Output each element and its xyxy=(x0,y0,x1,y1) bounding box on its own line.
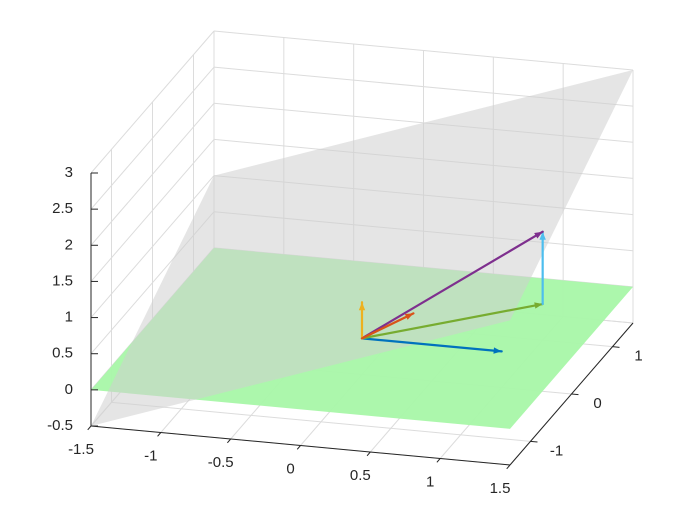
y-tick-label: 0 xyxy=(593,395,601,412)
y-tick-label: -1 xyxy=(550,442,563,459)
x-tick xyxy=(296,445,301,450)
vector-2 xyxy=(360,302,544,340)
x-tick-label: 1 xyxy=(426,473,434,490)
plane-2 xyxy=(91,70,633,426)
vector-1 xyxy=(360,337,503,353)
z-tick-label: 2.5 xyxy=(52,200,73,217)
y-tick xyxy=(571,393,579,396)
x-tick xyxy=(506,464,511,470)
x-tick xyxy=(436,458,441,463)
x-tick-label: 1.5 xyxy=(490,480,511,497)
grid-line xyxy=(90,102,215,246)
vector-4 xyxy=(360,230,544,340)
vectors xyxy=(358,230,546,354)
grid-line xyxy=(111,401,531,442)
x-tick xyxy=(366,451,371,457)
vector-5-arrowhead xyxy=(358,302,366,311)
axes xyxy=(87,172,634,470)
x-tick-label: 0.5 xyxy=(350,467,371,484)
tick-labels: -1.5 -1 -0.5 0 0.5 1 1.5 -1 0 1 -0.5 0 0.5 1 1.5 2 2.5 3 xyxy=(47,164,643,497)
z-tick-label: 0 xyxy=(65,381,73,398)
grid-line xyxy=(90,30,215,174)
vector-4-arrowhead xyxy=(534,231,543,239)
vector-6-arrowhead xyxy=(404,313,414,320)
x-tick xyxy=(227,438,232,444)
y-tick xyxy=(612,346,620,348)
x-tick-label: -1 xyxy=(144,447,157,464)
y-tick xyxy=(530,440,538,443)
planes xyxy=(91,70,633,429)
x-tick-label: -1.5 xyxy=(68,441,94,458)
grid-line xyxy=(213,30,634,71)
x-tick xyxy=(87,425,92,431)
x-tick-label: -0.5 xyxy=(208,454,234,471)
x-tick-label: 0 xyxy=(286,460,294,477)
y-tick-label: 1 xyxy=(634,348,642,365)
grid-line xyxy=(90,175,215,318)
z-tick-label: -0.5 xyxy=(47,417,73,434)
z-tick-label: 1.5 xyxy=(52,272,73,289)
z-tick-label: 3 xyxy=(65,164,73,181)
vector-2-arrowhead xyxy=(534,302,543,309)
vector-3-arrowhead xyxy=(539,231,546,240)
vector-1-arrowhead xyxy=(493,347,502,354)
grid-line xyxy=(90,139,215,282)
x-tick xyxy=(157,432,162,437)
z-tick-label: 2 xyxy=(65,236,73,253)
z-tick-label: 1 xyxy=(65,309,73,326)
z-tick-label: 0.5 xyxy=(52,345,73,362)
grid-line xyxy=(90,66,215,210)
vector-6 xyxy=(360,312,415,340)
